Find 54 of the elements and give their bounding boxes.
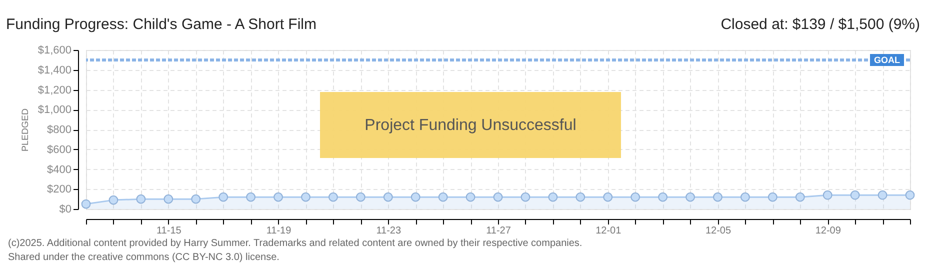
point — [576, 192, 586, 202]
point — [493, 192, 503, 202]
y-tick-label: $400 — [47, 164, 72, 176]
x-tick-label: 11-15 — [156, 226, 182, 236]
point — [466, 192, 476, 202]
point — [822, 190, 832, 200]
x-tick-label: 12-09 — [815, 226, 842, 236]
x-tick-label: 12-01 — [596, 226, 622, 236]
point — [274, 192, 283, 202]
point — [301, 192, 310, 202]
point — [768, 192, 778, 202]
text: Shared under the creative commons (CC BY-NC 3.0) license. — [8, 252, 280, 263]
y-tick-label: $1,200 — [38, 84, 72, 96]
point — [850, 190, 860, 200]
point — [603, 192, 613, 202]
point — [795, 192, 805, 202]
point — [438, 192, 448, 202]
y-tick-label: $800 — [47, 124, 72, 136]
x-tick-label: 11-19 — [266, 226, 292, 236]
point — [164, 194, 174, 204]
point — [686, 192, 695, 202]
point — [905, 190, 915, 200]
y-tick-label: $0 — [59, 204, 72, 216]
point — [630, 192, 640, 202]
x-tick-label: 11-27 — [486, 226, 512, 236]
point — [383, 192, 393, 202]
y-axis-title: PLEDGED — [20, 108, 30, 152]
point — [356, 192, 366, 202]
point — [878, 190, 888, 200]
point — [328, 192, 338, 202]
y-tick-label: $200 — [47, 184, 72, 196]
chart-title: Funding Progress: Child's Game - A Short Film — [6, 16, 316, 33]
annotation: Project Funding Unsuccessful — [364, 117, 576, 134]
point — [81, 199, 91, 209]
point — [246, 192, 256, 202]
ref-line-label: GOAL — [874, 54, 900, 65]
chart-subtitle: Closed at: $139 / $1,500 (9%) — [720, 16, 920, 33]
point — [713, 192, 722, 202]
y-tick-label: $600 — [47, 144, 72, 156]
y-tick-label: $1,000 — [38, 104, 72, 116]
point — [108, 195, 118, 205]
point — [136, 194, 146, 204]
point — [658, 192, 668, 202]
point — [548, 192, 558, 202]
point — [191, 194, 201, 204]
point — [520, 192, 530, 202]
y-tick-label: $1,600 — [38, 44, 72, 56]
y-tick-label: $1,400 — [38, 64, 72, 76]
x-tick-label: 12-05 — [705, 226, 732, 236]
point — [740, 192, 750, 202]
x-tick-label: 11-23 — [376, 226, 402, 236]
text: (c)2025. Additional content provided by Harry Summer. Trademarks and related content are owned by their respective companies. — [8, 238, 582, 249]
point — [218, 192, 228, 202]
point — [410, 192, 420, 202]
